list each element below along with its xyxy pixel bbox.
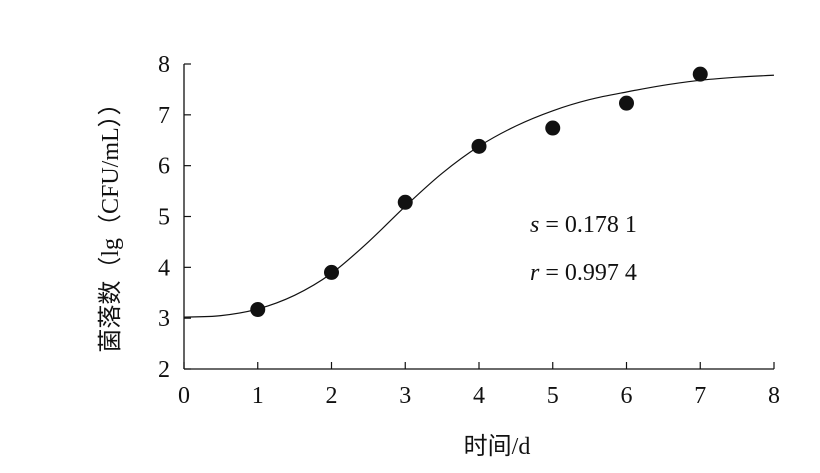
y-tick-label-2: 4 xyxy=(158,255,170,281)
x-tick-label-5: 5 xyxy=(547,383,559,409)
x-tick-label-0: 0 xyxy=(178,383,190,409)
data-point-0 xyxy=(250,302,266,318)
x-tick-label-8: 8 xyxy=(768,383,780,409)
data-points xyxy=(250,66,708,318)
data-point-4 xyxy=(545,120,561,136)
x-tick-label-3: 3 xyxy=(399,383,411,409)
axes xyxy=(183,64,774,370)
data-point-2 xyxy=(397,194,413,210)
y-tick-label-1: 3 xyxy=(158,306,170,332)
y-tick-label-4: 6 xyxy=(158,154,170,180)
x-tick-label-1: 1 xyxy=(252,383,264,409)
x-tick-label-7: 7 xyxy=(694,383,706,409)
data-point-1 xyxy=(324,264,339,280)
x-axis-title: 时间/d xyxy=(464,433,531,460)
y-tick-label-0: 2 xyxy=(158,357,170,383)
annotation-r: r = 0.997 4 xyxy=(530,260,637,286)
y-axis-title: 菌落数（lg（CFU/mL）） xyxy=(97,91,124,352)
x-tick-label-6: 6 xyxy=(621,383,633,409)
x-tick-label-4: 4 xyxy=(473,383,485,409)
ticks: 0 1 2 3 4 5 6 7 8 2 3 4 5 6 7 8 xyxy=(158,52,780,409)
y-tick-label-6: 8 xyxy=(158,52,170,78)
fitted-curve xyxy=(183,74,775,318)
data-point-3 xyxy=(471,138,487,154)
data-point-5 xyxy=(619,95,634,111)
annotation-s: s = 0.178 1 xyxy=(530,212,637,238)
data-point-6 xyxy=(692,66,708,82)
y-tick-label-5: 7 xyxy=(158,103,170,129)
y-tick-label-3: 5 xyxy=(158,205,170,231)
x-tick-label-2: 2 xyxy=(326,383,338,409)
